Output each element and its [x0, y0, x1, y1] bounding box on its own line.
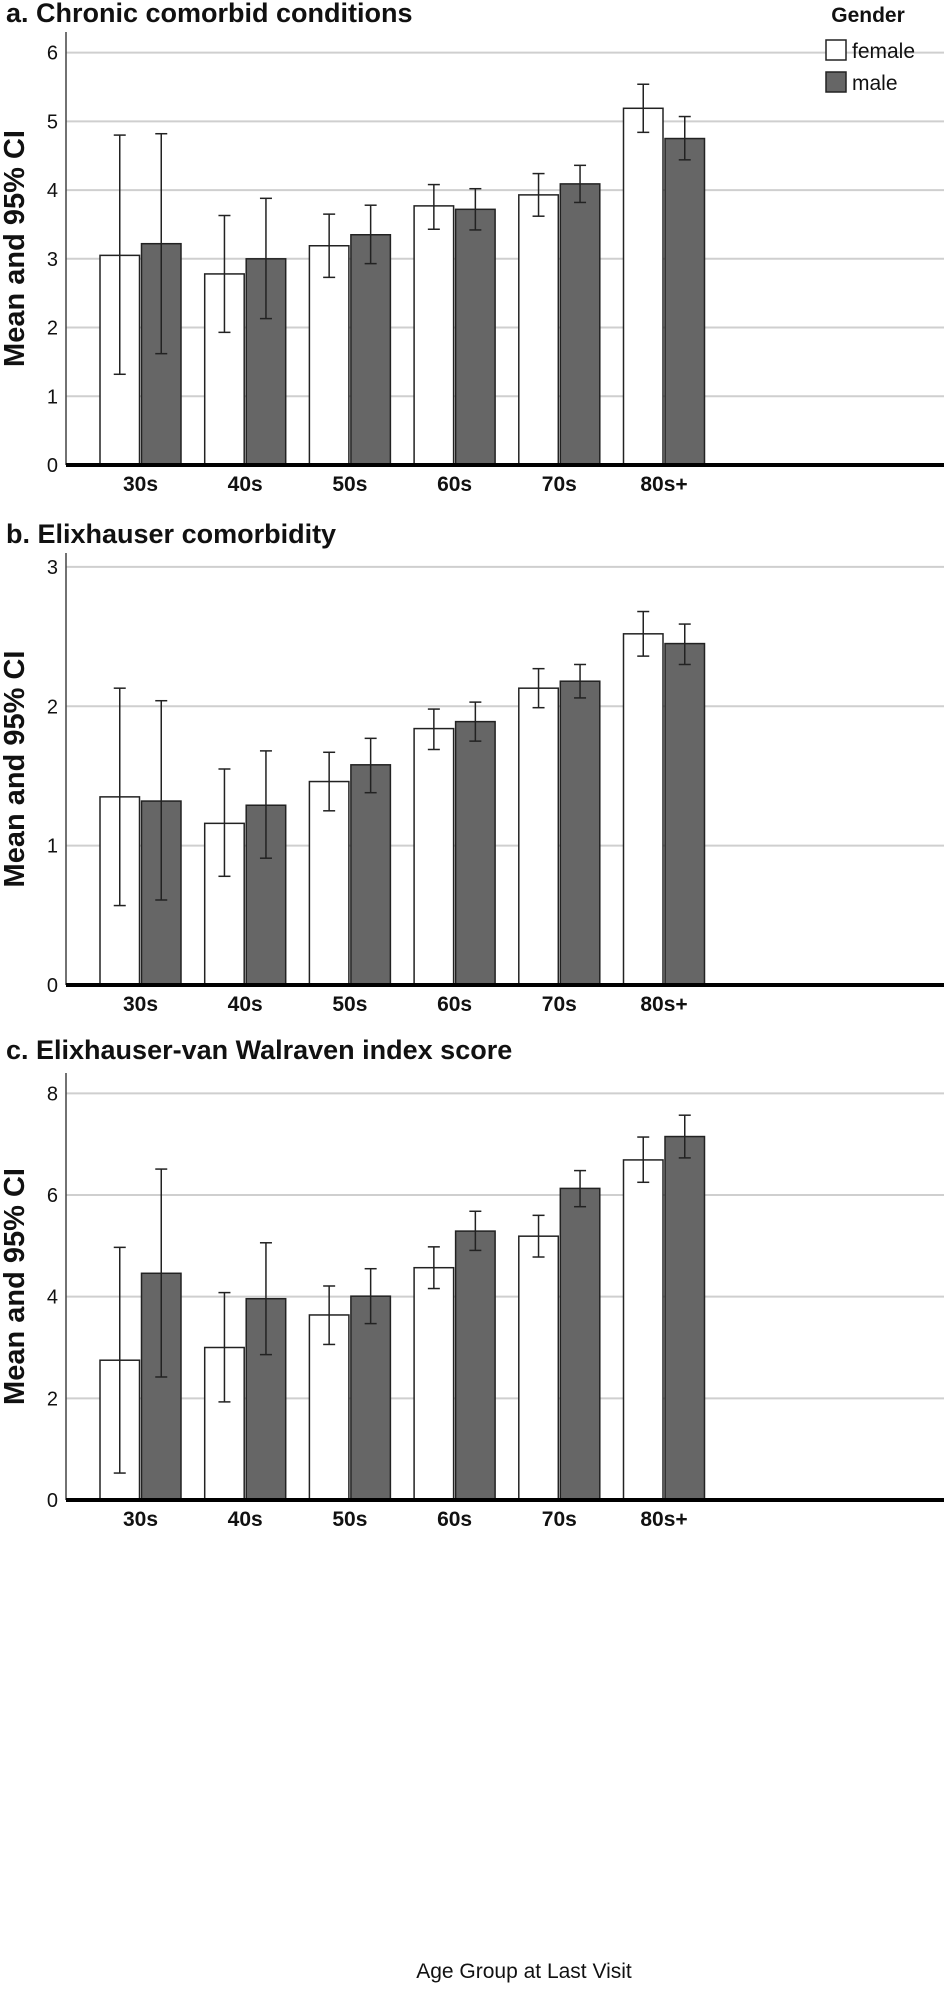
x-tick-label: 50s: [332, 473, 367, 496]
y-tick-label: 0: [47, 1490, 58, 1512]
y-tick-label: 5: [47, 111, 58, 133]
bar-female-50s: [308, 245, 350, 466]
x-tick-label: 70s: [542, 473, 577, 496]
legend: Gender female male: [825, 4, 915, 95]
bar-male-70s: [559, 183, 601, 466]
x-tick-label: 40s: [228, 993, 263, 1016]
legend-label-female: female: [852, 40, 915, 63]
y-tick-label: 2: [47, 1388, 58, 1410]
bar-male-60s: [454, 1230, 496, 1501]
y-axis-label: Mean and 95% CI: [0, 130, 31, 367]
legend-label-male: male: [852, 72, 898, 95]
y-tick-label: 6: [47, 43, 58, 65]
x-tick-label: 70s: [542, 1508, 577, 1531]
bar-female-60s: [413, 1266, 455, 1501]
y-tick-label: 3: [47, 557, 58, 579]
y-tick-label: 3: [47, 249, 58, 271]
y-tick-label: 8: [47, 1083, 58, 1105]
chart-panel-1: 0 1 2 3 4 5 6 a. Chronic comorbid conditions Mea…: [0, 0, 944, 496]
panel-title: b. Elixhauser comorbidity: [6, 519, 336, 549]
bar-male-80s+: [664, 1135, 706, 1501]
legend-swatch-female: [825, 39, 847, 61]
legend-title: Gender: [831, 4, 905, 27]
y-tick-label: 0: [47, 455, 58, 477]
chart-panels: 0 1 2 3 4 5 6 a. Chronic comorbid conditions Mea…: [0, 0, 944, 1531]
x-tick-label: 50s: [332, 1508, 367, 1531]
x-tick-label: 30s: [123, 473, 158, 496]
x-tick-label: 40s: [228, 473, 263, 496]
bar-female-80s+: [622, 107, 664, 466]
x-tick-label: 80s+: [640, 473, 687, 496]
x-tick-label: 50s: [332, 993, 367, 1016]
x-tick-label: 60s: [437, 1508, 472, 1531]
y-tick-label: 4: [47, 1287, 58, 1309]
y-tick-label: 4: [47, 180, 58, 202]
bar-male-50s: [350, 764, 392, 986]
panel-title: c. Elixhauser-van Walraven index score: [6, 1035, 512, 1065]
x-tick-label: 80s+: [640, 993, 687, 1016]
bar-female-70s: [518, 1235, 560, 1501]
x-tick-label: 40s: [228, 1508, 263, 1531]
bar-female-60s: [413, 727, 455, 986]
bar-female-70s: [518, 194, 560, 466]
y-tick-label: 1: [47, 386, 58, 408]
bar-male-80s+: [664, 642, 706, 986]
y-tick-label: 6: [47, 1185, 58, 1207]
bar-male-80s+: [664, 137, 706, 466]
y-axis-label: Mean and 95% CI: [0, 1168, 31, 1405]
y-axis-label: Mean and 95% CI: [0, 651, 31, 888]
bar-female-70s: [518, 687, 560, 986]
chart-panel-2: 0 1 2 3 b. Elixhauser comorbidity Mean and 95…: [0, 519, 944, 1016]
bar-female-80s+: [622, 1159, 664, 1501]
x-tick-label: 30s: [123, 1508, 158, 1531]
y-tick-label: 2: [47, 696, 58, 718]
y-tick-label: 0: [47, 975, 58, 997]
bar-male-50s: [350, 234, 392, 466]
bar-female-80s+: [622, 633, 664, 986]
bar-male-60s: [454, 720, 496, 986]
y-tick-label: 1: [47, 836, 58, 858]
legend-swatch-male: [825, 71, 847, 93]
x-tick-label: 70s: [542, 993, 577, 1016]
panel-title: a. Chronic comorbid conditions: [6, 0, 413, 28]
x-tick-label: 30s: [123, 993, 158, 1016]
bar-female-50s: [308, 780, 350, 986]
x-tick-label: 80s+: [640, 1508, 687, 1531]
bar-female-60s: [413, 205, 455, 466]
bar-male-60s: [454, 208, 496, 466]
y-tick-label: 2: [47, 318, 58, 340]
bar-male-50s: [350, 1295, 392, 1501]
x-tick-label: 60s: [437, 993, 472, 1016]
x-tick-label: 60s: [437, 473, 472, 496]
x-axis-label: Age Group at Last Visit: [416, 1960, 632, 1983]
bar-male-70s: [559, 680, 601, 986]
bar-male-70s: [559, 1187, 601, 1501]
chart-panel-3: 0 2 4 6 8 c. Elixhauser-van Walraven index sc…: [0, 1035, 944, 1531]
